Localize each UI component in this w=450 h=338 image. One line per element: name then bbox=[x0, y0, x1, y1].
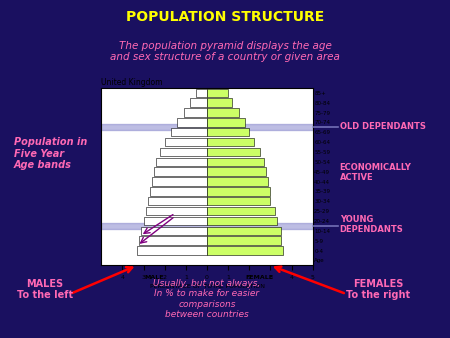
Bar bbox=[177, 118, 207, 126]
Bar bbox=[141, 227, 207, 235]
Text: United Kingdom: United Kingdom bbox=[101, 78, 163, 87]
Text: POPULATION STRUCTURE: POPULATION STRUCTURE bbox=[126, 10, 324, 24]
Bar bbox=[207, 148, 260, 156]
Bar bbox=[101, 223, 313, 229]
Bar bbox=[101, 124, 313, 130]
Text: FEMALE: FEMALE bbox=[246, 275, 274, 280]
X-axis label: PERCENTAGE OF TOTAL POPULATION: PERCENTAGE OF TOTAL POPULATION bbox=[149, 284, 265, 289]
Text: The population pyramid displays the age
and sex structure of a country or given : The population pyramid displays the age … bbox=[110, 41, 340, 62]
Bar bbox=[156, 158, 207, 166]
Bar bbox=[207, 98, 232, 107]
Bar bbox=[165, 138, 207, 146]
Bar bbox=[207, 177, 268, 186]
Bar bbox=[207, 158, 264, 166]
Bar bbox=[137, 246, 207, 255]
Text: ECONOMICALLY
ACTIVE: ECONOMICALLY ACTIVE bbox=[340, 163, 412, 182]
Bar bbox=[207, 168, 266, 176]
Bar bbox=[161, 148, 207, 156]
Bar bbox=[146, 207, 207, 215]
Bar bbox=[144, 217, 207, 225]
Bar bbox=[207, 138, 253, 146]
Text: FEMALES
To the right: FEMALES To the right bbox=[346, 279, 410, 300]
Bar bbox=[150, 187, 207, 196]
Bar bbox=[207, 237, 281, 245]
Bar bbox=[207, 89, 228, 97]
Text: YOUNG
DEPENDANTS: YOUNG DEPENDANTS bbox=[340, 215, 404, 235]
Bar bbox=[171, 128, 207, 137]
Bar bbox=[207, 128, 249, 137]
Bar bbox=[207, 197, 270, 206]
Text: OLD DEPENDANTS: OLD DEPENDANTS bbox=[340, 122, 426, 131]
Bar bbox=[207, 207, 274, 215]
Bar bbox=[207, 187, 270, 196]
Bar bbox=[207, 246, 283, 255]
Bar bbox=[196, 89, 207, 97]
Text: Usually, but not always,
In % to make for easier
comparisons
between countries: Usually, but not always, In % to make fo… bbox=[153, 279, 261, 319]
Bar bbox=[207, 118, 245, 126]
Bar bbox=[207, 217, 277, 225]
Bar bbox=[207, 108, 238, 117]
Text: MALE: MALE bbox=[144, 275, 164, 280]
Text: MALES
To the left: MALES To the left bbox=[17, 279, 73, 300]
Bar bbox=[140, 237, 207, 245]
Bar bbox=[190, 98, 207, 107]
Bar bbox=[148, 197, 207, 206]
Bar bbox=[152, 177, 207, 186]
Text: Population in
Five Year
Age bands: Population in Five Year Age bands bbox=[14, 137, 87, 170]
Bar bbox=[207, 227, 281, 235]
Bar bbox=[184, 108, 207, 117]
Bar bbox=[154, 168, 207, 176]
